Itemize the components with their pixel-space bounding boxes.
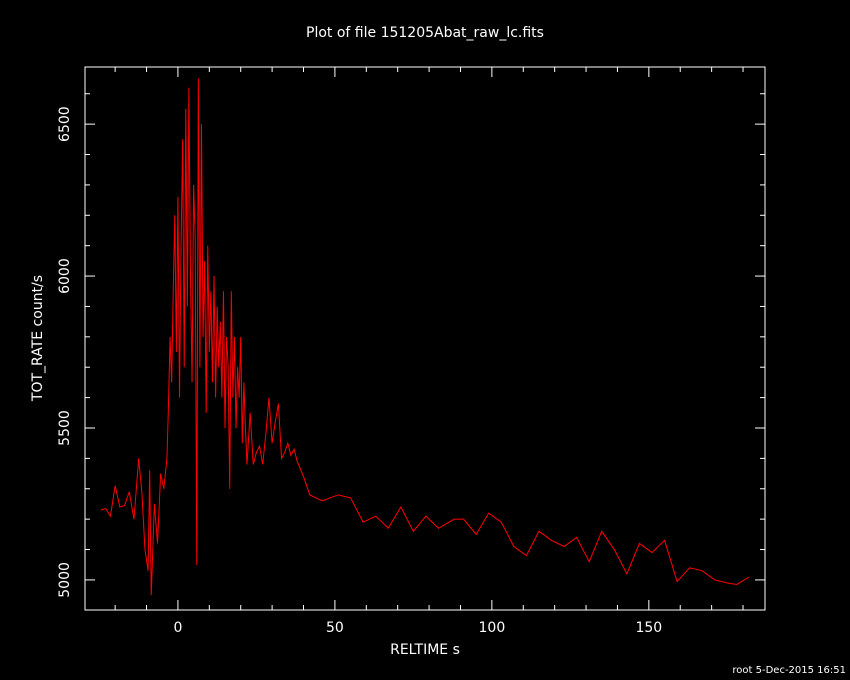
x-tick-label: 100	[479, 620, 506, 636]
y-tick-label: 6000	[57, 258, 73, 294]
y-tick-label: 5000	[57, 562, 73, 598]
y-tick-label: 5500	[57, 410, 73, 446]
data-line	[100, 78, 750, 596]
x-tick-label: 0	[173, 620, 182, 636]
x-axis-label: RELTIME s	[390, 642, 460, 658]
y-tick-label: 6500	[57, 106, 73, 142]
footer: root 5-Dec-2015 16:51	[732, 665, 846, 676]
chart-title: Plot of file 151205Abat_raw_lc.fits	[306, 25, 544, 41]
x-tick-label: 150	[635, 620, 662, 636]
x-tick-label: 50	[326, 620, 344, 636]
plot-frame	[84, 66, 766, 611]
y-axis-label: TOT_RATE count/s	[30, 275, 46, 402]
